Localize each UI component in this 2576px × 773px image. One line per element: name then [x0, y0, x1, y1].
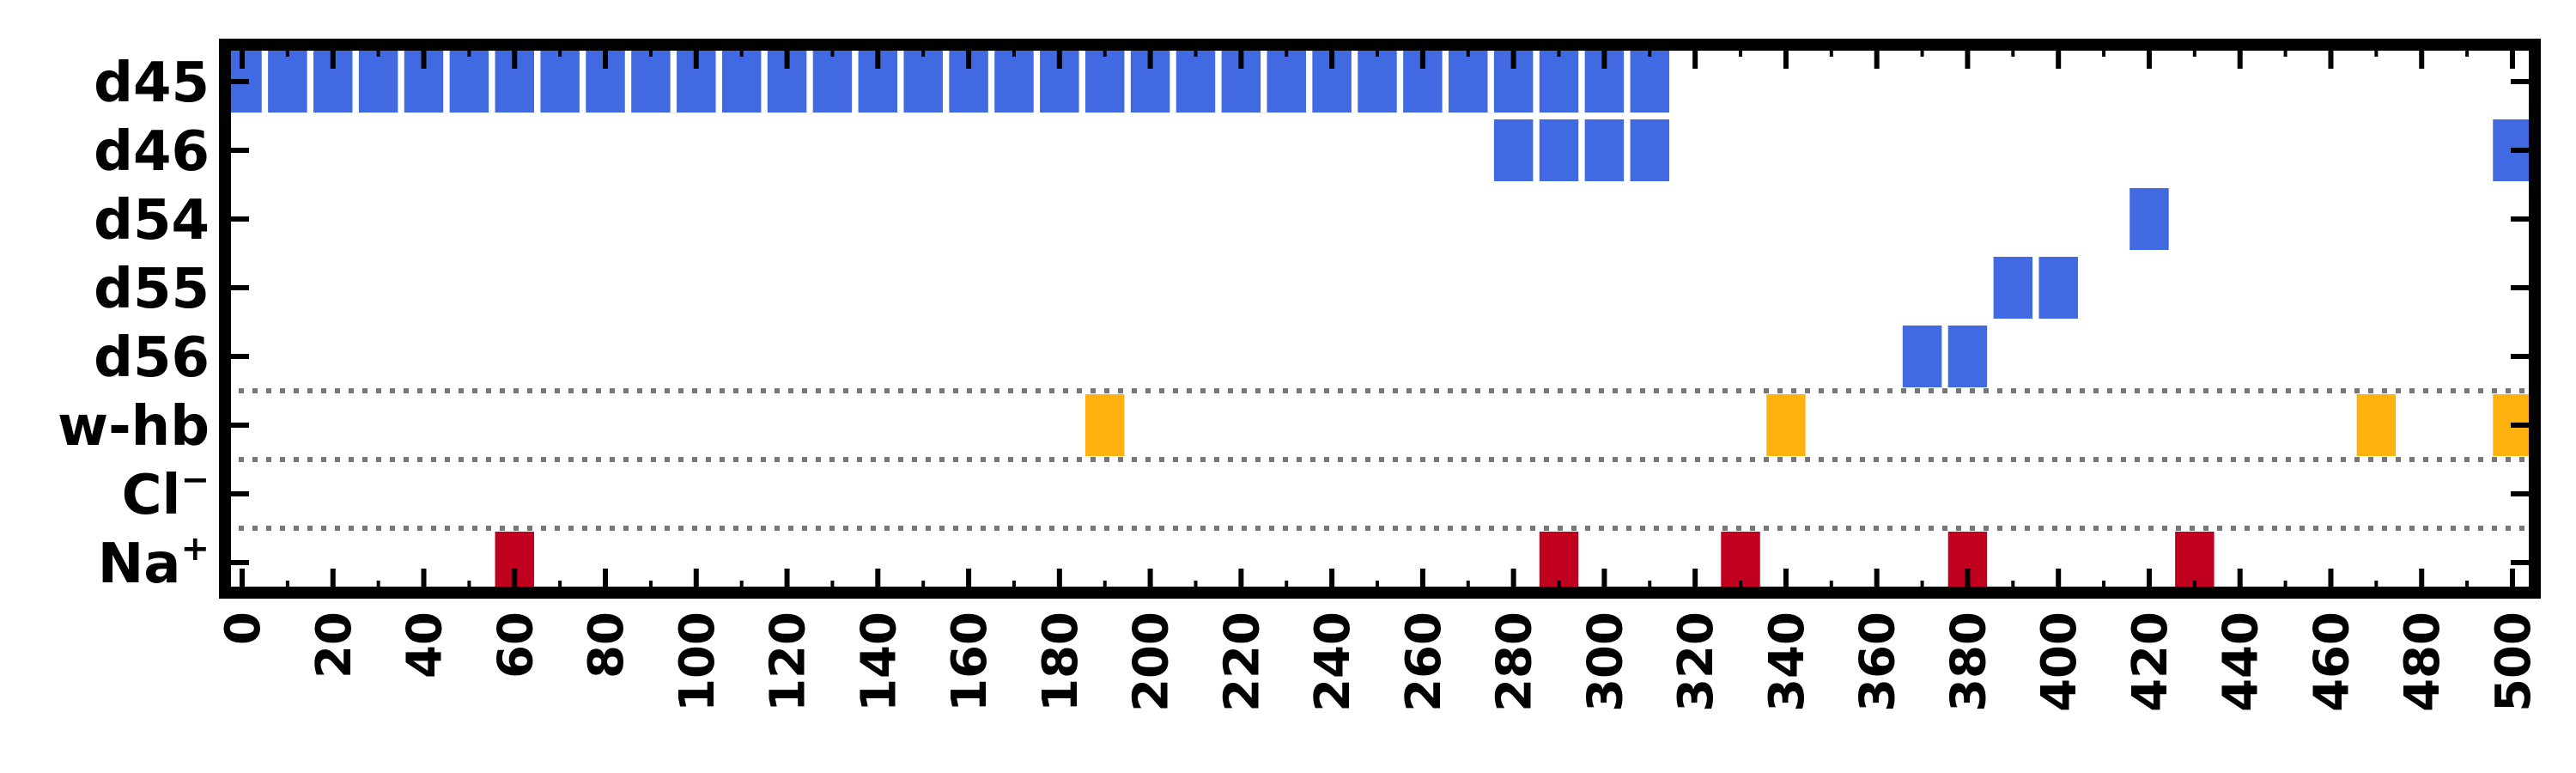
x-tick-label: 300	[1577, 612, 1633, 712]
row-label-superscript: +	[180, 529, 210, 569]
x-tick-label: 0	[216, 612, 271, 645]
x-tick-label: 240	[1305, 612, 1361, 712]
event-cell-d45	[268, 51, 307, 113]
row-label-whb: w-hb	[58, 395, 210, 459]
x-tick-label: 80	[579, 612, 635, 679]
event-cell-d54	[2129, 188, 2169, 250]
x-tick-label: 200	[1124, 612, 1180, 712]
x-tick-label: 440	[2214, 612, 2269, 712]
row-label-text: d55	[94, 258, 210, 321]
event-cell-d45	[721, 51, 762, 113]
row-label-text: d54	[94, 189, 210, 253]
group-separators	[225, 388, 2535, 531]
plot-frame	[219, 39, 2541, 599]
event-cell-d45	[540, 51, 580, 113]
x-tick-label: 100	[670, 612, 726, 712]
row-label-d56: d56	[94, 326, 210, 390]
x-tick-label: 160	[942, 612, 998, 712]
row-label-d55: d55	[94, 258, 210, 321]
x-tick-label: 360	[1850, 612, 1906, 712]
x-tick-label: 400	[2032, 612, 2087, 712]
x-tick-label: 320	[1668, 612, 1724, 712]
event-cell-d45	[1176, 51, 1216, 113]
event-cell-whb	[1766, 394, 1806, 456]
event-cell-d45	[1084, 51, 1125, 113]
x-tick-label: 40	[398, 612, 453, 679]
x-tick-label: 180	[1033, 612, 1089, 712]
x-tick-label: 460	[2304, 612, 2360, 712]
row-label-text: d46	[94, 120, 210, 184]
x-tick-label: 60	[488, 612, 544, 679]
event-cell-whb	[2356, 394, 2397, 456]
row-label-text: d45	[94, 52, 210, 115]
row-label-d54: d54	[94, 189, 210, 253]
x-tick-label: 480	[2395, 612, 2451, 712]
row-label-text: d56	[94, 326, 210, 390]
event-cell-d45	[1358, 51, 1397, 113]
event-cell-d46	[1584, 119, 1625, 181]
row-label-d46: d46	[94, 120, 210, 184]
row-label-superscript: −	[180, 460, 210, 500]
x-tick-label: 260	[1396, 612, 1452, 712]
x-tick-label: 280	[1487, 612, 1543, 712]
x-tick-label: 20	[307, 612, 362, 679]
event-cell-whb	[1084, 394, 1125, 456]
event-cell-d45	[1539, 51, 1579, 113]
x-tick-label: 120	[761, 612, 817, 712]
event-cell-d45	[1267, 51, 1306, 113]
x-tick-label: 420	[2123, 612, 2178, 712]
event-cell-d45	[994, 51, 1034, 113]
event-cell-d45	[903, 51, 943, 113]
x-axis-labels: 0 20 40 60 80 100 120 140 160 180 200 220 240 260 280 3…	[216, 612, 2542, 712]
axis-ticks	[225, 45, 2535, 593]
row-label-d45: d45	[94, 52, 210, 115]
event-cell-d46	[1539, 119, 1579, 181]
event-cell-d45	[1449, 51, 1488, 113]
event-cell-d56	[1902, 326, 1942, 387]
row-label-text: w-hb	[58, 395, 210, 459]
x-tick-label: 380	[1941, 612, 1996, 712]
event-cell-d45	[631, 51, 671, 113]
x-tick-label: 500	[2486, 612, 2542, 712]
event-cell-d46	[1630, 119, 1670, 181]
event-cell-d55	[1993, 257, 2033, 319]
event-cell-d45	[358, 51, 398, 113]
x-tick-label: 220	[1214, 612, 1270, 712]
event-cell-d45	[1630, 51, 1670, 113]
x-tick-label: 340	[1759, 612, 1815, 712]
row-label-text: Cl	[122, 464, 181, 527]
row-label-na: Na+	[98, 529, 210, 596]
event-cell-d45	[812, 51, 853, 113]
event-cell-d45	[449, 51, 489, 113]
x-tick-label: 140	[851, 612, 907, 712]
row-label-text: Na	[98, 533, 181, 596]
event-cell-d46	[1493, 119, 1534, 181]
event-cells	[225, 51, 2532, 593]
event-cell-d56	[1947, 326, 1988, 387]
row-label-cl: Cl−	[122, 460, 210, 527]
event-cell-d55	[2038, 257, 2078, 319]
